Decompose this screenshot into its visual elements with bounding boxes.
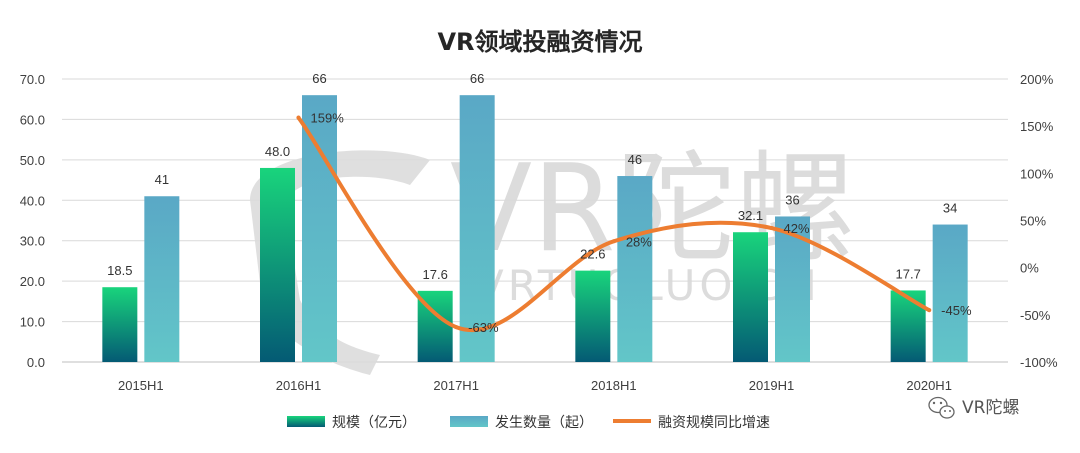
- bar-scale-label: 22.6: [580, 247, 605, 262]
- left-axis-tick-label: 10.0: [20, 315, 45, 330]
- right-axis-tick-label: 150%: [1020, 119, 1054, 134]
- bar-scale: [890, 290, 926, 362]
- right-axis-tick-label: 0%: [1020, 261, 1039, 276]
- growth-line-point: [454, 325, 459, 330]
- growth-line-point: [611, 239, 616, 244]
- bar-scale-label: 32.1: [738, 208, 763, 223]
- x-axis-tick-label: 2015H1: [118, 378, 164, 393]
- growth-line-label: 159%: [311, 111, 345, 126]
- x-axis-tick-label: 2020H1: [906, 378, 952, 393]
- bar-scale-label: 17.6: [423, 267, 448, 282]
- growth-line-point: [769, 226, 774, 231]
- bar-count-label: 66: [312, 71, 326, 86]
- source-badge-text: VR陀螺: [962, 398, 1019, 418]
- bar-count-label: 66: [470, 71, 484, 86]
- bar-count-label: 34: [943, 201, 957, 216]
- right-axis-tick-label: 100%: [1020, 166, 1054, 181]
- legend-swatch-scale: [287, 416, 325, 427]
- legend-label-growth: 融资规模同比增速: [658, 415, 770, 431]
- bar-count: [144, 196, 180, 362]
- right-axis: -100% -50% 0% 50% 100% 150% 200%: [1020, 72, 1058, 370]
- bar-count: [617, 176, 653, 362]
- left-axis-tick-label: 30.0: [20, 234, 45, 249]
- right-axis-tick-label: -100%: [1020, 355, 1058, 370]
- growth-line-label: 28%: [626, 234, 652, 249]
- bar-count-label: 46: [628, 152, 642, 167]
- gridlines: [62, 78, 1008, 363]
- growth-line-point: [927, 308, 932, 313]
- bar-scale-label: 17.7: [896, 266, 921, 281]
- growth-line-point: [296, 115, 301, 120]
- growth-line: [296, 115, 932, 332]
- bar-scale: [575, 270, 611, 362]
- left-axis-tick-label: 20.0: [20, 274, 45, 289]
- wechat-icon: [928, 396, 955, 419]
- bar-count: [459, 95, 495, 363]
- bar-count-label: 36: [785, 192, 799, 207]
- bar-scale-label: 48.0: [265, 144, 290, 159]
- x-axis: 2015H1 2016H1 2017H1 2018H1 2019H1 2020H1: [118, 378, 952, 393]
- bar-scale: [102, 287, 138, 362]
- x-axis-tick-label: 2018H1: [591, 378, 637, 393]
- data-labels: 18.5 48.0 17.6 22.6 32.1 17.7 41 66 66 46 36 34 159%…: [107, 71, 972, 335]
- bar-count-label: 41: [155, 172, 169, 187]
- legend-label-count: 发生数量（起）: [495, 415, 593, 431]
- legend: 规模（亿元） 发生数量（起） 融资规模同比增速: [287, 415, 770, 431]
- bar-count: [932, 224, 968, 362]
- left-axis-tick-label: 60.0: [20, 112, 45, 127]
- x-axis-tick-label: 2017H1: [433, 378, 479, 393]
- legend-swatch-count: [450, 416, 488, 427]
- right-axis-tick-label: -50%: [1020, 308, 1051, 323]
- growth-line-path: [296, 115, 932, 332]
- left-axis-tick-label: 70.0: [20, 72, 45, 87]
- left-axis-tick-label: 50.0: [20, 153, 45, 168]
- left-axis-tick-label: 40.0: [20, 193, 45, 208]
- growth-line-label: -63%: [468, 320, 499, 335]
- growth-line-label: 42%: [784, 221, 810, 236]
- chart-title: VR领域投融资情况: [437, 28, 642, 56]
- bar-scale-label: 18.5: [107, 263, 132, 278]
- right-axis-tick-label: 50%: [1020, 214, 1046, 229]
- legend-label-scale: 规模（亿元）: [332, 415, 416, 431]
- right-axis-tick-label: 200%: [1020, 72, 1054, 87]
- bars: [102, 95, 968, 363]
- left-axis-tick-label: 0.0: [27, 355, 45, 370]
- source-badge: VR陀螺: [928, 396, 1019, 419]
- left-axis: 0.0 10.0 20.0 30.0 40.0 50.0 60.0 70.0: [20, 72, 45, 370]
- bar-count: [302, 95, 337, 363]
- x-axis-tick-label: 2019H1: [749, 378, 795, 393]
- bar-scale: [260, 167, 295, 362]
- x-axis-tick-label: 2016H1: [276, 378, 322, 393]
- bar-scale: [733, 232, 768, 362]
- growth-line-label: -45%: [941, 303, 972, 318]
